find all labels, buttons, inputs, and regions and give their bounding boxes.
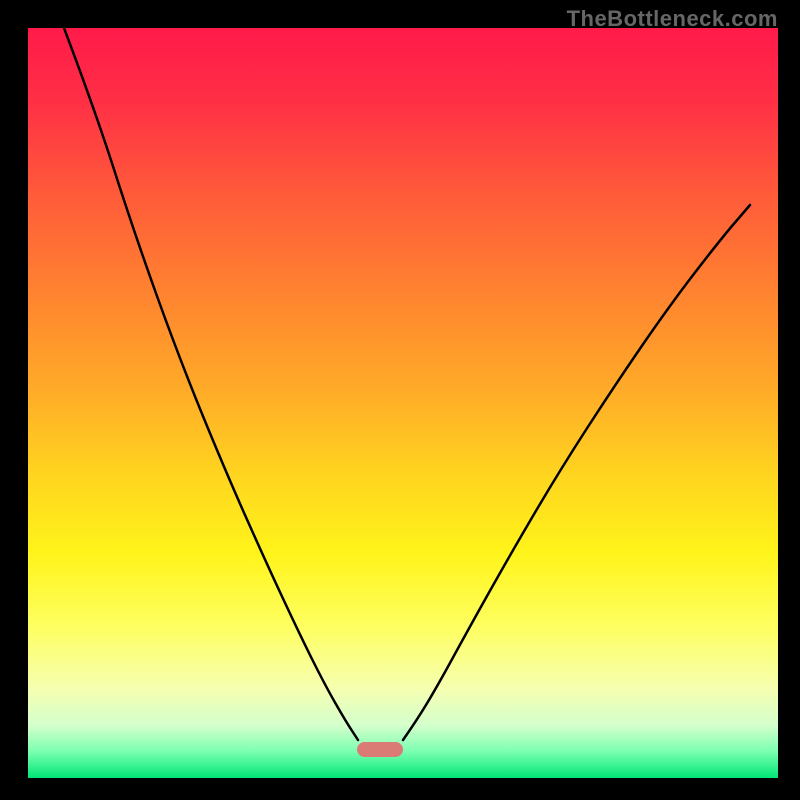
plot-area <box>28 28 778 778</box>
watermark-text: TheBottleneck.com <box>567 6 778 32</box>
optimal-marker <box>357 742 403 757</box>
chart-container: TheBottleneck.com <box>0 0 800 800</box>
bottleneck-curve <box>28 28 778 778</box>
